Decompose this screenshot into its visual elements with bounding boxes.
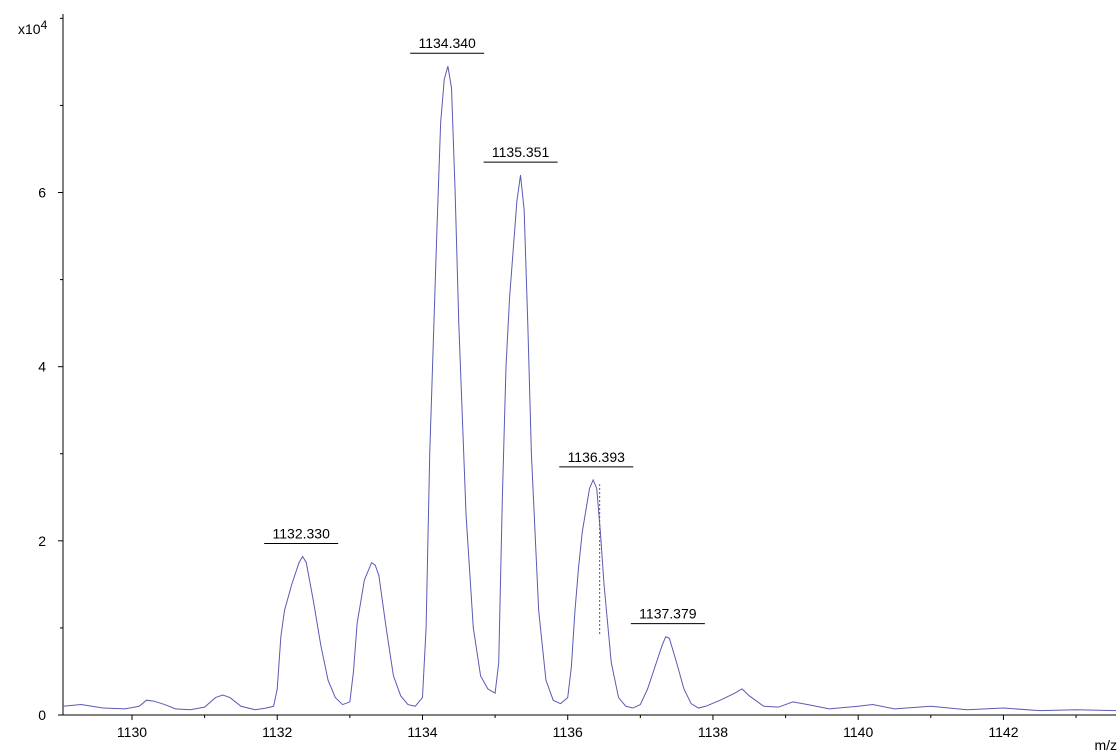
y-tick-label: 2 [38,533,46,549]
y-tick-label: 4 [38,359,46,375]
peak-label: 1136.393 [568,449,626,465]
chart-axes [62,14,1116,716]
x-axis-label: m/z [1094,737,1117,753]
peak-label: 1135.351 [492,144,550,160]
x-tick-label: 1142 [988,724,1018,740]
x-tick-label: 1136 [553,724,583,740]
axis-tick-labels: 1130 1132 1134 1136 1138 1140 1142 0 2 4 6 [38,185,1018,740]
peak-labels: 1132.330 1134.340 1135.351 1136.393 1137.379 [264,35,705,625]
x-tick-label: 1132 [262,724,292,740]
peak-label: 1134.340 [418,35,476,51]
peak-label: 1137.379 [639,606,697,622]
y-tick-label: 6 [38,185,46,201]
y-multiplier-label: x104 [18,18,48,37]
x-tick-label: 1140 [843,724,873,740]
y-tick-label: 0 [38,707,46,723]
x-tick-label: 1130 [117,724,147,740]
spectrum-series-line [62,66,1117,712]
y-multiplier-exponent: 4 [41,18,48,32]
x-tick-label: 1138 [698,724,728,740]
x-tick-label: 1134 [407,724,437,740]
y-multiplier-base: x10 [18,21,41,37]
axis-ticks [58,17,1077,720]
peak-label: 1132.330 [273,526,331,542]
